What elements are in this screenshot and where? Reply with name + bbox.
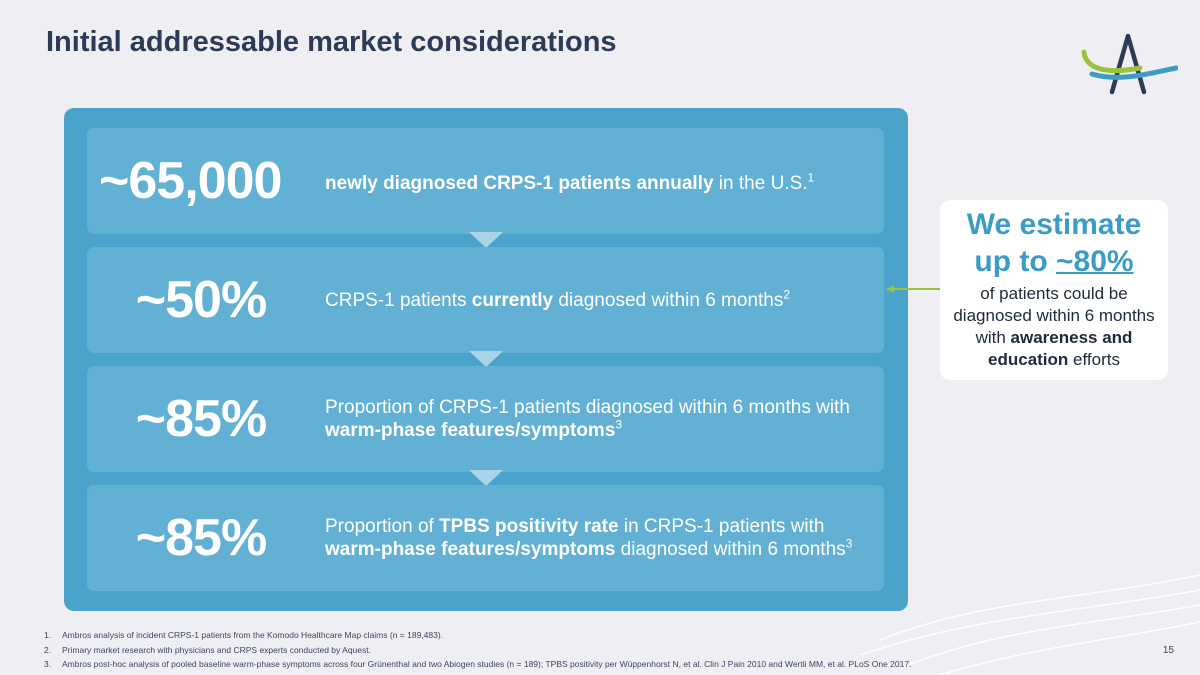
funnel-row-3: ~85% Proportion of CRPS-1 patients diagn… xyxy=(87,366,884,472)
callout-headline-prefix: up to xyxy=(974,245,1057,278)
slide-title: Initial addressable market consideration… xyxy=(46,26,617,58)
emphasis-text: warm-phase features/symptoms xyxy=(325,539,616,560)
emphasis-text: currently xyxy=(471,289,554,311)
funnel-description-text: CRPS-1 patients currently diagnosed with… xyxy=(325,287,791,312)
plain-text: CRPS-1 patients xyxy=(325,289,472,311)
funnel-description: Proportion of TPBS positivity rate in CR… xyxy=(325,485,864,591)
footnote-ref: 3 xyxy=(845,536,853,551)
footnote-ref: 1 xyxy=(807,170,815,185)
funnel-description-text: Proportion of CRPS-1 patients diagnosed … xyxy=(325,396,864,442)
callout-body: of patients could be diagnosed within 6 … xyxy=(940,283,1168,371)
funnel-description: CRPS-1 patients currently diagnosed with… xyxy=(325,247,864,353)
funnel-value: ~85% xyxy=(135,390,267,448)
funnel-value: ~50% xyxy=(135,271,267,329)
footnote-number: 2. xyxy=(44,644,52,655)
footnote-number: 3. xyxy=(44,659,52,669)
funnel-description: Proportion of CRPS-1 patients diagnosed … xyxy=(325,366,864,472)
footnote-number: 1. xyxy=(44,630,52,640)
plain-text: diagnosed within 6 months xyxy=(553,289,784,311)
footnote-text: Ambros post-hoc analysis of pooled basel… xyxy=(62,659,912,669)
plain-text: diagnosed within 6 months xyxy=(615,539,846,560)
funnel-description: newly diagnosed CRPS-1 patients annually… xyxy=(325,128,864,234)
chevron-down-icon xyxy=(469,470,503,486)
footnote: 2. Primary market research with physician… xyxy=(44,643,1044,658)
funnel-row-4: ~85% Proportion of TPBS positivity rate … xyxy=(87,485,884,591)
footnote-ref: 3 xyxy=(615,417,623,432)
arrow-left-icon xyxy=(886,285,940,293)
callout-headline: We estimate up to ~80% xyxy=(940,206,1168,280)
plain-text: Proportion of xyxy=(325,516,440,537)
plain-text: Proportion of CRPS-1 patients diagnosed … xyxy=(325,397,850,418)
estimate-callout: We estimate up to ~80% of patients could… xyxy=(940,200,1168,380)
callout-body-bold: awareness and education xyxy=(988,328,1133,369)
footnotes: 1. Ambros analysis of incident CRPS-1 pat… xyxy=(44,628,1044,672)
page-number: 15 xyxy=(1162,645,1174,656)
footnote: 1. Ambros analysis of incident CRPS-1 pat… xyxy=(44,628,1044,643)
callout-headline-value: ~80% xyxy=(1056,245,1134,278)
chevron-down-icon xyxy=(469,351,503,367)
funnel-value: ~85% xyxy=(135,509,267,567)
footnote-text: Ambros analysis of incident CRPS-1 patie… xyxy=(62,630,444,640)
funnel-row-2: ~50% CRPS-1 patients currently diagnosed… xyxy=(87,247,884,353)
callout-headline-line2: up to ~80% xyxy=(940,243,1168,280)
callout-body-end: efforts xyxy=(1068,350,1120,369)
callout-headline-line1: We estimate xyxy=(966,208,1142,241)
funnel-description-text: newly diagnosed CRPS-1 patients annually… xyxy=(325,172,814,195)
plain-text: in CRPS-1 patients with xyxy=(618,516,825,537)
funnel-value: ~65,000 xyxy=(99,152,282,210)
emphasis-text: warm-phase features/symptoms xyxy=(325,420,616,441)
ambros-logo-icon xyxy=(1081,33,1178,95)
chevron-down-icon xyxy=(469,232,503,248)
plain-text: in the U.S. xyxy=(713,173,808,194)
funnel-description-text: Proportion of TPBS positivity rate in CR… xyxy=(325,515,864,561)
emphasis-text: TPBS positivity rate xyxy=(439,516,619,537)
emphasis-text: newly diagnosed CRPS-1 patients annually xyxy=(325,173,714,194)
funnel-row-1: ~65,000 newly diagnosed CRPS-1 patients … xyxy=(87,128,884,234)
footnote: 3. Ambros post-hoc analysis of pooled bas… xyxy=(44,657,1044,672)
footnote-text: Primary market research with physicians … xyxy=(62,644,371,655)
callout-body-text: of patients could be diagnosed within 6 … xyxy=(953,284,1155,347)
footnote-ref: 2 xyxy=(783,287,791,302)
